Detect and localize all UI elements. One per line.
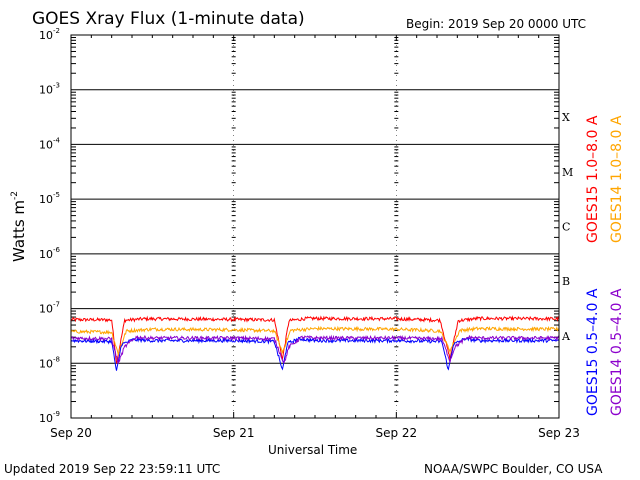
plot-grid xyxy=(70,35,560,418)
legend-item: GOES15 0.5–4.0 A xyxy=(585,288,601,416)
y-tick-label: 10-8 xyxy=(39,355,60,370)
legend-item: GOES14 0.5–4.0 A xyxy=(609,288,625,416)
series-lines xyxy=(70,315,560,371)
y-tick-label: 10-6 xyxy=(39,246,61,261)
legend-label: GOES15 0.5–4.0 A xyxy=(585,288,601,416)
credit-label: NOAA/SWPC Boulder, CO USA xyxy=(424,462,603,476)
flare-class-label: B xyxy=(562,275,570,288)
y-tick-label: 10-3 xyxy=(39,82,60,97)
flare-class-label: C xyxy=(562,221,570,234)
series-line xyxy=(70,315,560,365)
legend-label: GOES14 1.0–8.0 A xyxy=(609,115,625,243)
y-axis-label-text: Watts m-2 xyxy=(10,191,28,262)
y-tick-labels: 10-2 10-3 10-4 10-5 10-6 10-7 10-8 10-9 xyxy=(39,27,61,425)
legend-label: GOES14 0.5–4.0 A xyxy=(609,288,625,416)
y-axis-label: Watts m-2 xyxy=(10,191,28,262)
series-line xyxy=(70,334,560,365)
flare-class-label: A xyxy=(561,330,571,343)
legend-item: GOES15 1.0–8.0 A xyxy=(585,115,601,243)
plot-frame xyxy=(70,34,560,419)
x-tick-label: Sep 20 xyxy=(50,426,92,440)
series-line xyxy=(70,325,560,355)
y-tick-label: 10-2 xyxy=(39,27,60,42)
x-tick-label: Sep 21 xyxy=(213,426,255,440)
x-tick-label: Sep 22 xyxy=(375,426,417,440)
y-tick-label: 10-4 xyxy=(39,136,61,151)
begin-label: Begin: 2019 Sep 20 0000 UTC xyxy=(406,17,586,31)
flare-class-label: M xyxy=(562,166,573,179)
x-tick-labels: Sep 20 Sep 21 Sep 22 Sep 23 xyxy=(50,426,580,440)
x-axis-label: Universal Time xyxy=(268,443,357,457)
y-tick-label: 10-5 xyxy=(39,191,60,206)
legend-item: GOES14 1.0–8.0 A xyxy=(609,115,625,243)
flare-class-labels: X M C B A xyxy=(561,111,573,343)
series-line xyxy=(70,336,560,371)
x-tick-label: Sep 23 xyxy=(538,426,580,440)
flare-class-label: X xyxy=(562,111,570,124)
legend: GOES15 1.0–8.0 A GOES14 1.0–8.0 A GOES15 0… xyxy=(585,115,625,416)
chart-title: GOES Xray Flux (1-minute data) xyxy=(32,9,305,29)
updated-label: Updated 2019 Sep 22 23:59:11 UTC xyxy=(4,462,220,476)
y-tick-label: 10-7 xyxy=(39,301,60,316)
legend-label: GOES15 1.0–8.0 A xyxy=(585,115,601,243)
y-tick-label: 10-9 xyxy=(39,410,60,425)
